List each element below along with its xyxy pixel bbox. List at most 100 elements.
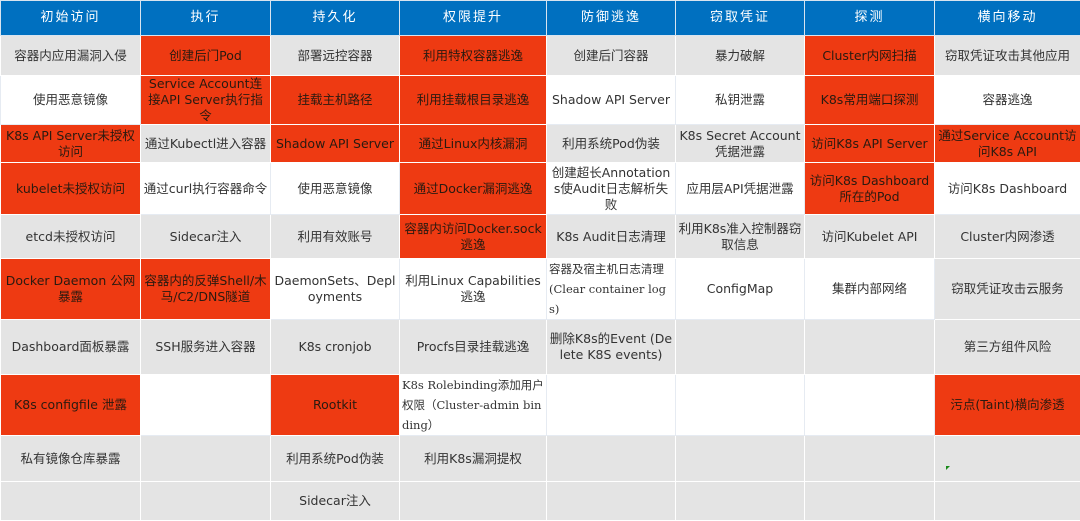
- empty-cell: [547, 375, 676, 436]
- empty-cell: [805, 320, 935, 375]
- technique-cell: ConfigMap: [676, 259, 805, 320]
- technique-cell: 第三方组件风险: [935, 320, 1080, 375]
- technique-cell: 应用层API凭据泄露: [676, 163, 805, 215]
- column-header: 横向移动: [935, 1, 1080, 36]
- technique-cell: K8s configfile 泄露: [1, 375, 141, 436]
- empty-cell: [1, 482, 141, 521]
- technique-cell: K8s Rolebinding添加用户权限（Cluster-admin bind…: [400, 375, 547, 436]
- empty-cell: [676, 436, 805, 482]
- empty-cell: [805, 436, 935, 482]
- cell-comment-marker: [946, 466, 950, 470]
- technique-cell: 私有镜像仓库暴露: [1, 436, 141, 482]
- technique-cell: 访问K8s API Server: [805, 125, 935, 163]
- column-header: 持久化: [271, 1, 400, 36]
- technique-cell: 窃取凭证攻击云服务: [935, 259, 1080, 320]
- technique-cell: 创建超长Annotations使Audit日志解析失败: [547, 163, 676, 215]
- technique-cell: 利用挂载根目录逃逸: [400, 76, 547, 125]
- technique-cell: 污点(Taint)横向渗透: [935, 375, 1080, 436]
- technique-cell: SSH服务进入容器: [141, 320, 271, 375]
- technique-cell: etcd未授权访问: [1, 215, 141, 259]
- empty-cell: [547, 482, 676, 521]
- technique-cell: 私钥泄露: [676, 76, 805, 125]
- technique-cell: 容器逃逸: [935, 76, 1080, 125]
- technique-cell: 利用K8s漏洞提权: [400, 436, 547, 482]
- technique-cell: K8s常用端口探测: [805, 76, 935, 125]
- technique-cell: 利用K8s准入控制器窃取信息: [676, 215, 805, 259]
- technique-cell: 使用恶意镜像: [1, 76, 141, 125]
- column-header: 探测: [805, 1, 935, 36]
- empty-cell: [141, 375, 271, 436]
- table-row: kubelet未授权访问通过curl执行容器命令使用恶意镜像通过Docker漏洞…: [1, 163, 1080, 215]
- empty-cell: [805, 482, 935, 521]
- technique-cell: 访问K8s Dashboard: [935, 163, 1080, 215]
- empty-cell: [400, 482, 547, 521]
- empty-cell: [676, 320, 805, 375]
- technique-cell: 访问Kubelet API: [805, 215, 935, 259]
- technique-cell: K8s API Server未授权访问: [1, 125, 141, 163]
- column-header: 窃取凭证: [676, 1, 805, 36]
- technique-cell: 容器及宿主机日志清理 (Clear container logs): [547, 259, 676, 320]
- technique-cell: Docker Daemon 公网暴露: [1, 259, 141, 320]
- table-row: Docker Daemon 公网暴露容器内的反弹Shell/木马/C2/DNS隧…: [1, 259, 1080, 320]
- technique-cell: 容器内的反弹Shell/木马/C2/DNS隧道: [141, 259, 271, 320]
- technique-cell: Cluster内网渗透: [935, 215, 1080, 259]
- technique-cell: Procfs目录挂载逃逸: [400, 320, 547, 375]
- table-row: Sidecar注入: [1, 482, 1080, 521]
- technique-cell: Service Account连接API Server执行指令: [141, 76, 271, 125]
- technique-cell: 利用系统Pod伪装: [271, 436, 400, 482]
- column-header: 执行: [141, 1, 271, 36]
- empty-cell: [676, 375, 805, 436]
- technique-cell: 容器内访问Docker.sock逃逸: [400, 215, 547, 259]
- empty-cell: [141, 482, 271, 521]
- empty-cell: [935, 436, 1080, 482]
- technique-cell: 集群内部网络: [805, 259, 935, 320]
- technique-cell: Shadow API Server: [547, 76, 676, 125]
- technique-cell: 使用恶意镜像: [271, 163, 400, 215]
- empty-cell: [547, 436, 676, 482]
- technique-cell: 暴力破解: [676, 36, 805, 76]
- column-header: 初始访问: [1, 1, 141, 36]
- technique-cell: 创建后门容器: [547, 36, 676, 76]
- empty-cell: [805, 375, 935, 436]
- technique-cell: K8s Secret Account凭据泄露: [676, 125, 805, 163]
- empty-cell: [676, 482, 805, 521]
- technique-cell: 利用系统Pod伪装: [547, 125, 676, 163]
- technique-cell: K8s Audit日志清理: [547, 215, 676, 259]
- technique-cell: 容器内应用漏洞入侵: [1, 36, 141, 76]
- technique-cell: 利用特权容器逃逸: [400, 36, 547, 76]
- column-header: 权限提升: [400, 1, 547, 36]
- header-row: 初始访问执行持久化权限提升防御逃逸窃取凭证探测横向移动: [1, 1, 1080, 36]
- technique-cell: 访问K8s Dashboard所在的Pod: [805, 163, 935, 215]
- technique-cell: kubelet未授权访问: [1, 163, 141, 215]
- technique-cell: K8s cronjob: [271, 320, 400, 375]
- technique-cell: 利用有效账号: [271, 215, 400, 259]
- technique-cell: DaemonSets、Deployments: [271, 259, 400, 320]
- technique-cell: 窃取凭证攻击其他应用: [935, 36, 1080, 76]
- column-header: 防御逃逸: [547, 1, 676, 36]
- technique-cell: 挂载主机路径: [271, 76, 400, 125]
- technique-cell: Sidecar注入: [141, 215, 271, 259]
- technique-cell: Cluster内网扫描: [805, 36, 935, 76]
- technique-cell: Sidecar注入: [271, 482, 400, 521]
- technique-cell: 部署远控容器: [271, 36, 400, 76]
- technique-cell: 通过curl执行容器命令: [141, 163, 271, 215]
- technique-cell: Dashboard面板暴露: [1, 320, 141, 375]
- technique-cell: 通过Docker漏洞逃逸: [400, 163, 547, 215]
- technique-cell: 创建后门Pod: [141, 36, 271, 76]
- technique-cell: 删除K8s的Event (Delete K8S events): [547, 320, 676, 375]
- technique-cell: Shadow API Server: [271, 125, 400, 163]
- technique-cell: 通过Linux内核漏洞: [400, 125, 547, 163]
- empty-cell: [141, 436, 271, 482]
- technique-cell: Rootkit: [271, 375, 400, 436]
- table-row: 私有镜像仓库暴露 利用系统Pod伪装利用K8s漏洞提权: [1, 436, 1080, 482]
- technique-cell: 通过Kubectl进入容器: [141, 125, 271, 163]
- technique-cell: 利用Linux Capabilities逃逸: [400, 259, 547, 320]
- empty-cell: [935, 482, 1080, 521]
